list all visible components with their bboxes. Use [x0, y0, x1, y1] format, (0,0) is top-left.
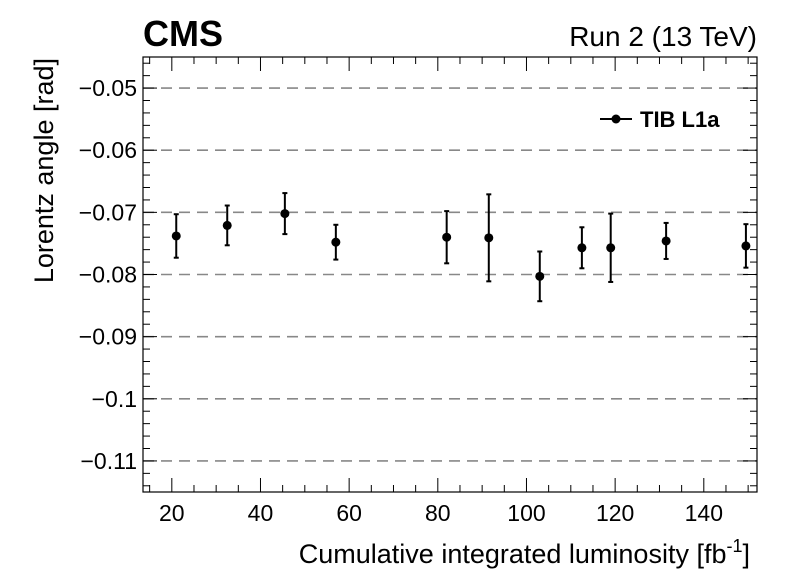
y-tick-label: −0.08: [79, 262, 137, 288]
x-tick-label: 40: [248, 500, 274, 526]
x-tick-label: 140: [685, 500, 723, 526]
data-point: [484, 233, 494, 243]
legend-marker: [611, 114, 621, 124]
data-point: [171, 231, 181, 241]
data-point: [577, 243, 587, 253]
x-axis-label-superscript: -1: [726, 536, 742, 556]
y-tick-label: −0.11: [81, 448, 138, 474]
data-point: [222, 220, 232, 230]
x-axis-label: Cumulative integrated luminosity [fb-1]: [299, 536, 750, 569]
grid-lines: [143, 87, 757, 462]
y-tick-label: −0.1: [92, 386, 137, 412]
data-point: [331, 237, 341, 247]
y-axis-label: Lorentz angle [rad]: [29, 58, 59, 283]
x-tick-label: 60: [336, 500, 362, 526]
x-axis-label-main: Cumulative integrated luminosity [fb: [299, 539, 727, 569]
data-point: [442, 232, 452, 242]
data-point: [661, 236, 671, 246]
data-point: [741, 241, 751, 251]
x-tick-label: 20: [159, 500, 185, 526]
experiment-label: CMS: [143, 13, 223, 54]
x-axis-label-tail: ]: [742, 539, 750, 569]
y-tick-label: −0.06: [79, 137, 137, 163]
run-label: Run 2 (13 TeV): [569, 21, 757, 52]
tick-marks: [143, 57, 757, 492]
y-tick-label: −0.07: [79, 199, 137, 225]
y-tick-label: −0.09: [79, 324, 137, 350]
data-point: [280, 209, 290, 219]
x-tick-labels: 20 40 60 80 100 120 140: [159, 500, 723, 526]
y-tick-label: −0.05: [79, 75, 137, 101]
y-tick-labels: −0.05 −0.06 −0.07 −0.08 −0.09 −0.1 −0.11: [79, 75, 137, 474]
legend: TIB L1a: [600, 107, 720, 132]
data-points: [171, 192, 751, 303]
legend-label: TIB L1a: [640, 107, 720, 132]
x-tick-label: 100: [507, 500, 545, 526]
data-point: [535, 271, 545, 281]
x-tick-label: 120: [596, 500, 634, 526]
data-point: [606, 243, 616, 253]
x-tick-label: 80: [425, 500, 451, 526]
